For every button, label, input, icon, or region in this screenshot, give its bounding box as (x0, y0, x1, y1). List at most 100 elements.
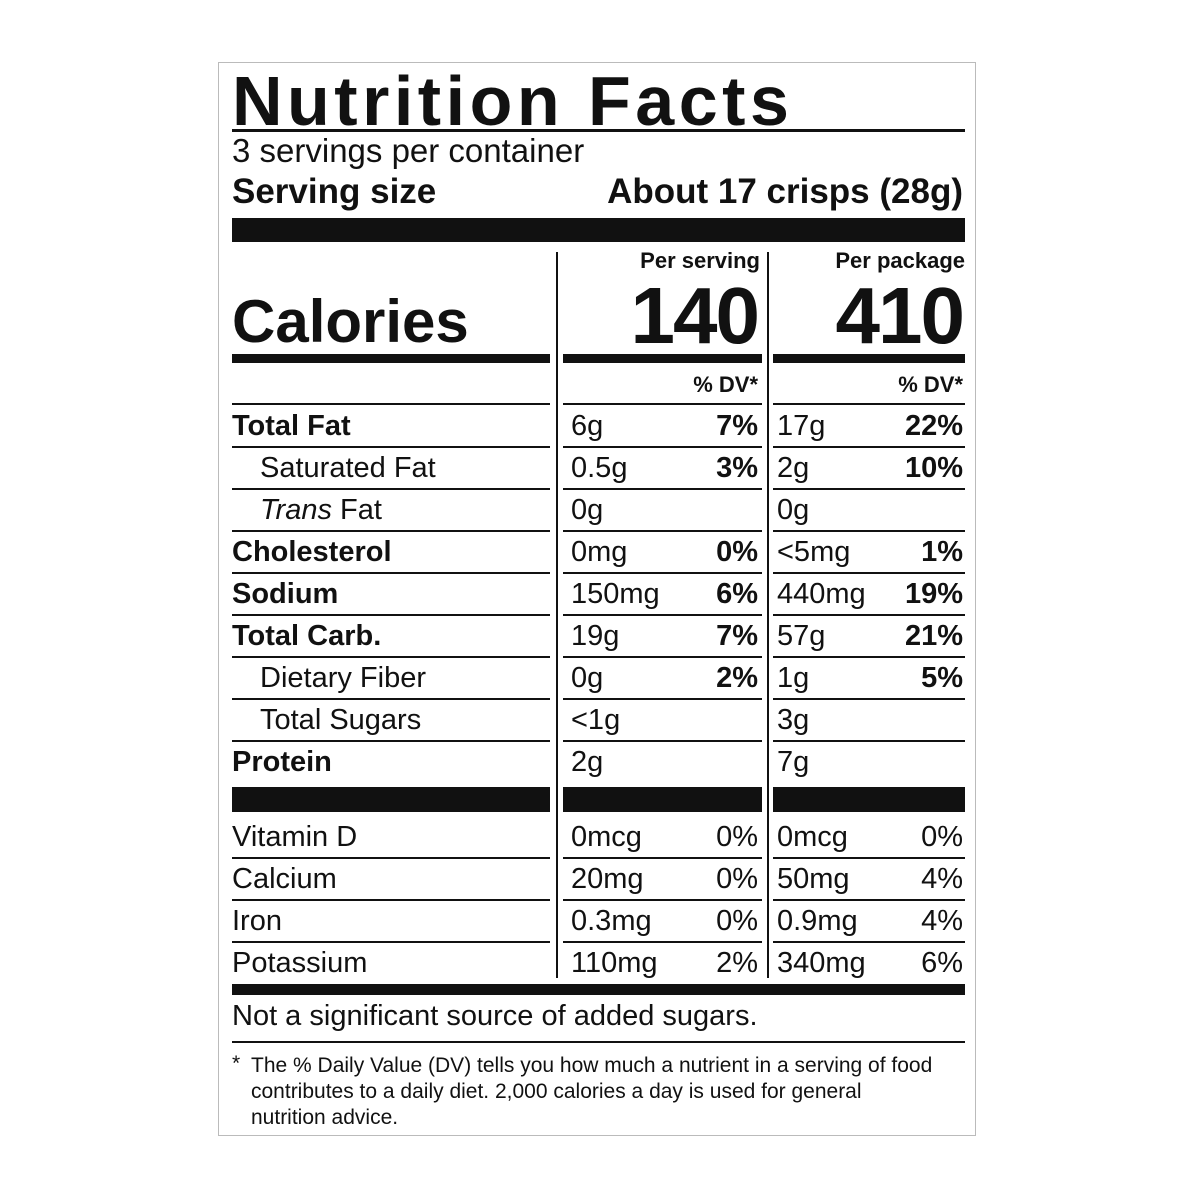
rule (563, 446, 762, 448)
rule (773, 530, 965, 532)
amount: 57g (777, 620, 826, 652)
amount: 50mg (777, 863, 850, 895)
name: Total Fat (232, 410, 351, 442)
rule (773, 740, 965, 742)
rule (773, 698, 965, 700)
rule (232, 488, 550, 490)
daily-value: 5% (921, 662, 963, 694)
rule (563, 899, 762, 901)
thick-rule (563, 787, 762, 812)
amount: 0.9mg (777, 905, 858, 937)
calories-value: 140 (630, 271, 760, 360)
name: Protein (232, 746, 332, 778)
dv-note: The % Daily Value (DV) tells you how muc… (251, 1054, 933, 1129)
nutrient-name: Protein (232, 748, 332, 777)
daily-value: 4% (921, 863, 963, 895)
name: Iron (232, 905, 282, 937)
name: Potassium (232, 947, 368, 979)
rule (563, 572, 762, 574)
daily-value: 0% (716, 863, 758, 895)
nutrient-name: Trans Fat (260, 496, 382, 525)
daily-value: 1% (921, 536, 963, 568)
name: Sodium (232, 578, 339, 610)
daily-value: 0% (716, 821, 758, 853)
rule (563, 656, 762, 658)
serving-size: About 17 crisps (28g) (607, 172, 963, 211)
servings: 3 servings per container (232, 132, 585, 169)
dv-heading: % DV* (898, 372, 963, 397)
divider (556, 252, 558, 978)
daily-value: 7% (716, 410, 758, 442)
name: Total Carb. (232, 620, 382, 652)
amount: 0.5g (571, 452, 628, 484)
amount: 0.3mg (571, 905, 652, 937)
name: Total Sugars (260, 704, 422, 736)
serving-size-label: Serving size (232, 172, 437, 211)
rule (563, 530, 762, 532)
name: Fat (340, 494, 382, 526)
amount: <1g (571, 704, 621, 736)
nutrient-name: Saturated Fat (260, 454, 436, 483)
daily-value: 2% (716, 947, 758, 979)
amount: 7g (777, 746, 810, 778)
amount: 0mcg (571, 821, 642, 853)
rule (232, 129, 965, 132)
amount: <5mg (777, 536, 851, 568)
daily-value: 6% (921, 947, 963, 979)
name: Cholesterol (232, 536, 392, 568)
nutrient-name: Total Carb. (232, 622, 381, 651)
thick-rule (232, 787, 550, 812)
amount: 1g (777, 662, 810, 694)
rule (232, 1041, 965, 1043)
name-prefix: Trans (260, 494, 332, 526)
calories-label: Calories (232, 288, 469, 355)
rule (773, 857, 965, 859)
rule (232, 656, 550, 658)
daily-value: 7% (716, 620, 758, 652)
thick-rule (773, 787, 965, 812)
nutrition-label (218, 62, 976, 1136)
daily-value: 6% (716, 578, 758, 610)
column-heading: Per serving (640, 248, 760, 273)
divider (767, 252, 769, 978)
rule (232, 614, 550, 616)
amount: 6g (571, 410, 604, 442)
nutrient-name: Total Fat (232, 412, 351, 441)
nutrient-name: Sodium (232, 580, 338, 609)
nutrient-name: Vitamin D (232, 823, 357, 852)
daily-value: 19% (904, 578, 963, 610)
amount: 2g (777, 452, 810, 484)
daily-value: 2% (716, 662, 758, 694)
rule (232, 403, 550, 405)
rule (773, 614, 965, 616)
rule (563, 857, 762, 859)
dv-heading: % DV* (693, 372, 758, 397)
amount: 0g (571, 494, 604, 526)
amount: 340mg (777, 947, 866, 979)
daily-value: 4% (921, 905, 963, 937)
rule (232, 698, 550, 700)
name: Saturated Fat (260, 452, 436, 484)
rule (773, 354, 965, 363)
nutrient-name: Cholesterol (232, 538, 392, 567)
daily-value: 3% (716, 452, 758, 484)
name: Vitamin D (232, 821, 358, 853)
amount: 0g (571, 662, 604, 694)
rule (232, 446, 550, 448)
daily-value: 22% (904, 410, 963, 442)
rule (563, 403, 762, 405)
nutrient-name: Total Sugars (260, 706, 421, 735)
daily-value: 0% (921, 821, 963, 853)
rule (773, 488, 965, 490)
rule (232, 354, 550, 363)
rule (232, 899, 550, 901)
amount: 440mg (777, 578, 866, 610)
name: Dietary Fiber (260, 662, 426, 694)
rule (232, 572, 550, 574)
nutrient-name: Calcium (232, 865, 337, 894)
rule (563, 354, 762, 363)
rule (563, 614, 762, 616)
thick-rule (232, 984, 965, 995)
amount: 20mg (571, 863, 644, 895)
